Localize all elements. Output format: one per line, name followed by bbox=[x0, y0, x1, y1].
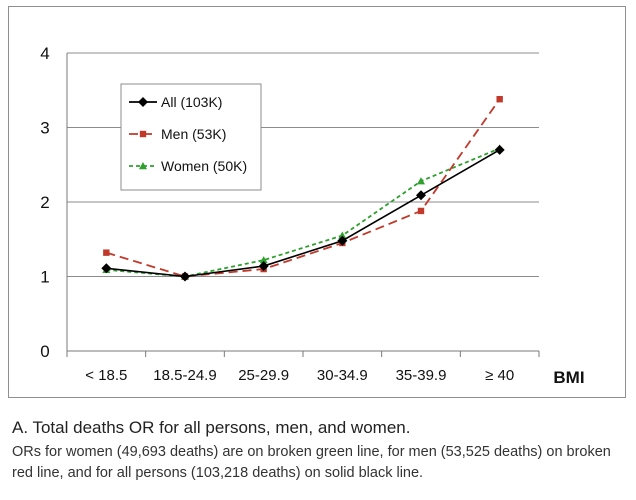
y-tick-label: 3 bbox=[40, 119, 49, 138]
legend-label: Men (53K) bbox=[161, 126, 226, 142]
y-tick-label: 4 bbox=[40, 44, 49, 63]
caption-note: ORs for women (49,693 deaths) are on bro… bbox=[12, 444, 611, 481]
data-point-diamond bbox=[494, 144, 505, 155]
x-tick-label: 18.5-24.9 bbox=[153, 367, 216, 384]
caption-title: A. Total deaths OR for all persons, men,… bbox=[12, 418, 411, 437]
data-point-diamond bbox=[180, 271, 190, 282]
x-tick-label: 30-34.9 bbox=[317, 367, 368, 384]
y-tick-label: 0 bbox=[40, 342, 49, 361]
legend-label: Women (50K) bbox=[161, 158, 247, 174]
x-tick-label: 25-29.9 bbox=[238, 367, 289, 384]
data-point-diamond bbox=[416, 190, 426, 201]
series-line bbox=[106, 149, 501, 278]
data-point-triangle bbox=[417, 177, 425, 185]
x-tick-label: < 18.5 bbox=[85, 367, 127, 384]
figure-caption: A. Total deaths OR for all persons, men,… bbox=[12, 417, 624, 484]
chart-frame: 0 1 2 3 4 < 18.5 18.5-24.9 25-29.9 30-34.9 35-39.… bbox=[8, 6, 626, 398]
data-point-diamond bbox=[138, 97, 148, 107]
x-tick-label: 35-39.9 bbox=[396, 367, 447, 384]
y-tick-label: 2 bbox=[40, 193, 49, 212]
data-point-triangle bbox=[338, 231, 347, 239]
data-point-square bbox=[139, 130, 147, 138]
x-tick-label: ≥ 40 bbox=[485, 367, 514, 384]
series-line bbox=[106, 98, 501, 278]
data-point-square bbox=[103, 249, 110, 256]
x-axis-label: BMI bbox=[553, 368, 584, 387]
legend-label: All (103K) bbox=[161, 94, 222, 110]
line-chart: 0 1 2 3 4 < 18.5 18.5-24.9 25-29.9 30-34.9 35-39.… bbox=[40, 44, 584, 387]
y-tick-label: 1 bbox=[40, 268, 49, 287]
data-point-diamond bbox=[101, 263, 112, 274]
data-point-diamond bbox=[258, 261, 269, 272]
data-point-square bbox=[417, 207, 425, 215]
data-point-diamond bbox=[337, 235, 348, 246]
data-point-square bbox=[496, 95, 503, 103]
data-point-triangle bbox=[139, 162, 147, 170]
data-point-triangle bbox=[259, 256, 268, 264]
